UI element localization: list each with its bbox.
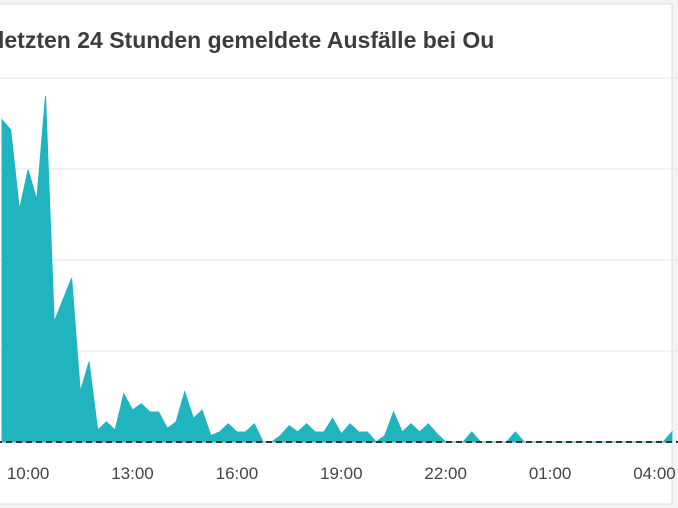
x-tick-label: 16:00 [216,464,259,483]
x-tick-label: 10:00 [7,464,50,483]
chart-title: letzten 24 Stunden gemeldete Ausfälle be… [0,27,494,53]
card [0,3,673,505]
x-tick-label: 22:00 [424,464,467,483]
area [1,96,673,443]
x-tick-label: 01:00 [529,464,572,483]
x-tick-label: 13:00 [111,464,154,483]
x-tick-label: 19:00 [320,464,363,483]
x-tick-label: 04:00 [633,464,676,483]
